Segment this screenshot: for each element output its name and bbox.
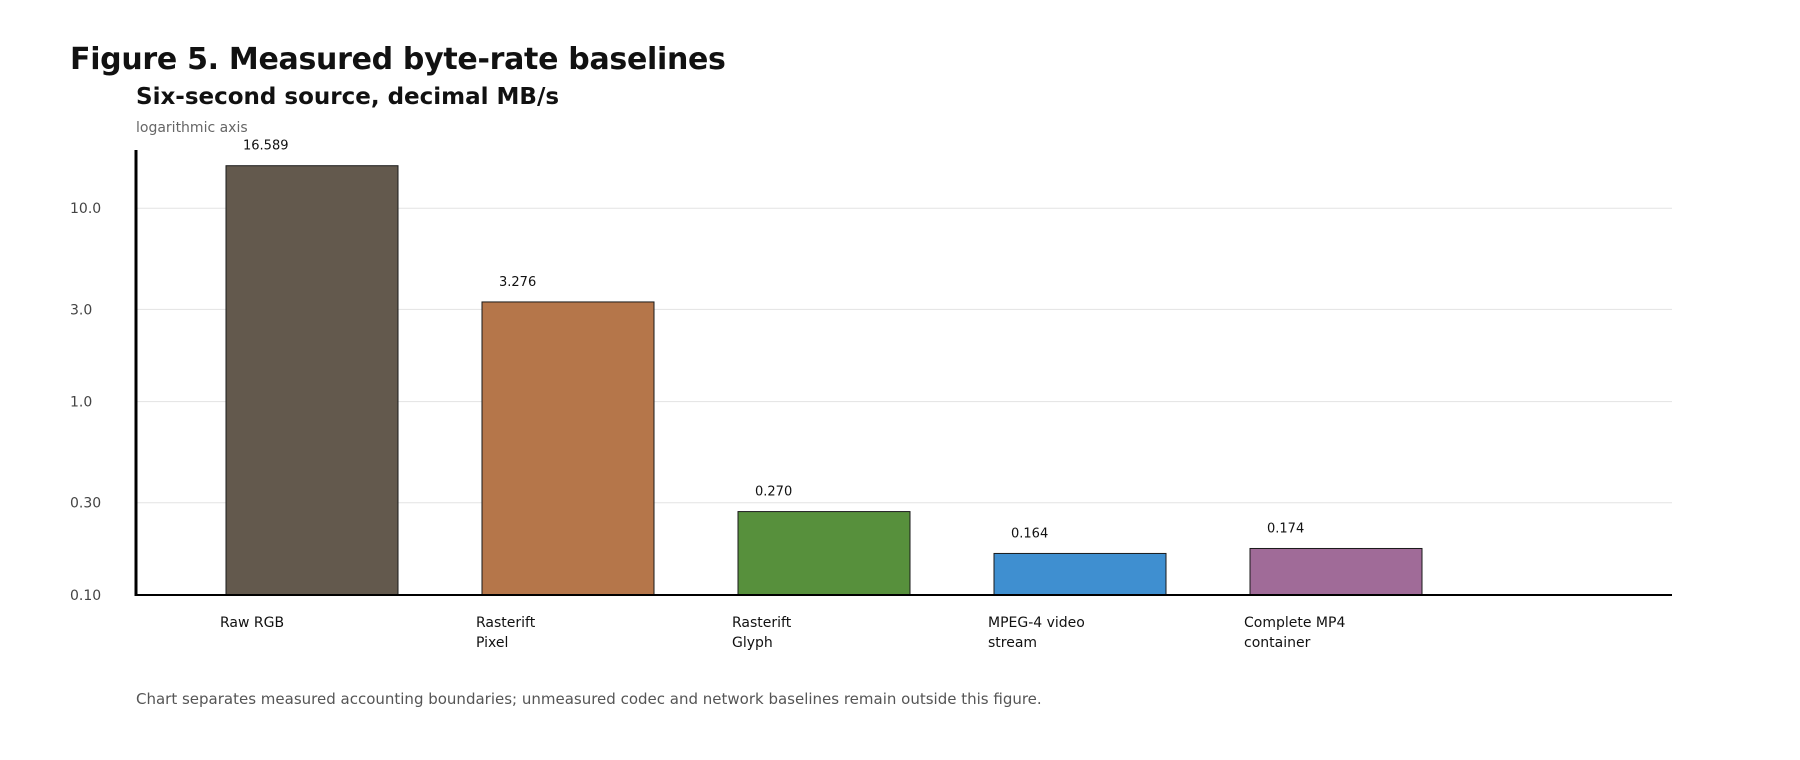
x-tick-label: Complete MP4 container: [1244, 615, 1345, 651]
y-tick-label: 0.10: [70, 588, 101, 604]
y-tick-labels: 0.10 0.30 1.0 3.0 10.0: [70, 201, 101, 604]
axis-scale-note: logarithmic axis: [136, 120, 248, 136]
value-labels: 16.589 3.276 0.270 0.164 0.174: [243, 139, 1304, 542]
bar: [225, 165, 399, 596]
x-tick-label: Rasterift Glyph: [732, 615, 792, 651]
x-tick-label: Raw RGB: [220, 615, 284, 631]
y-tick-label: 3.0: [70, 302, 92, 318]
bar-value-label: 0.174: [1267, 521, 1304, 536]
bar: [737, 511, 911, 596]
y-tick-label: 0.30: [70, 496, 101, 512]
y-tick-label: 10.0: [70, 201, 101, 217]
bars: [225, 165, 1423, 596]
bar-value-label: 16.589: [243, 139, 289, 154]
bar-value-label: 0.270: [755, 485, 792, 500]
x-tick-labels: Raw RGB Rasterift Pixel Rasterift Glyph MPEG-…: [220, 615, 1345, 651]
bar: [1249, 547, 1423, 596]
figure-title: Figure 5. Measured byte-rate baselines: [70, 42, 726, 77]
bar-value-label: 3.276: [499, 275, 536, 290]
x-tick-label: Rasterift Pixel: [476, 615, 536, 651]
bar: [993, 552, 1167, 596]
figure-footnote: Chart separates measured accounting boun…: [136, 690, 1042, 708]
figure-subtitle: Six-second source, decimal MB/s: [136, 84, 560, 110]
bar: [481, 301, 655, 596]
bar-value-label: 0.164: [1011, 526, 1048, 541]
y-tick-label: 1.0: [70, 395, 92, 411]
x-tick-label: MPEG-4 video stream: [988, 615, 1085, 651]
